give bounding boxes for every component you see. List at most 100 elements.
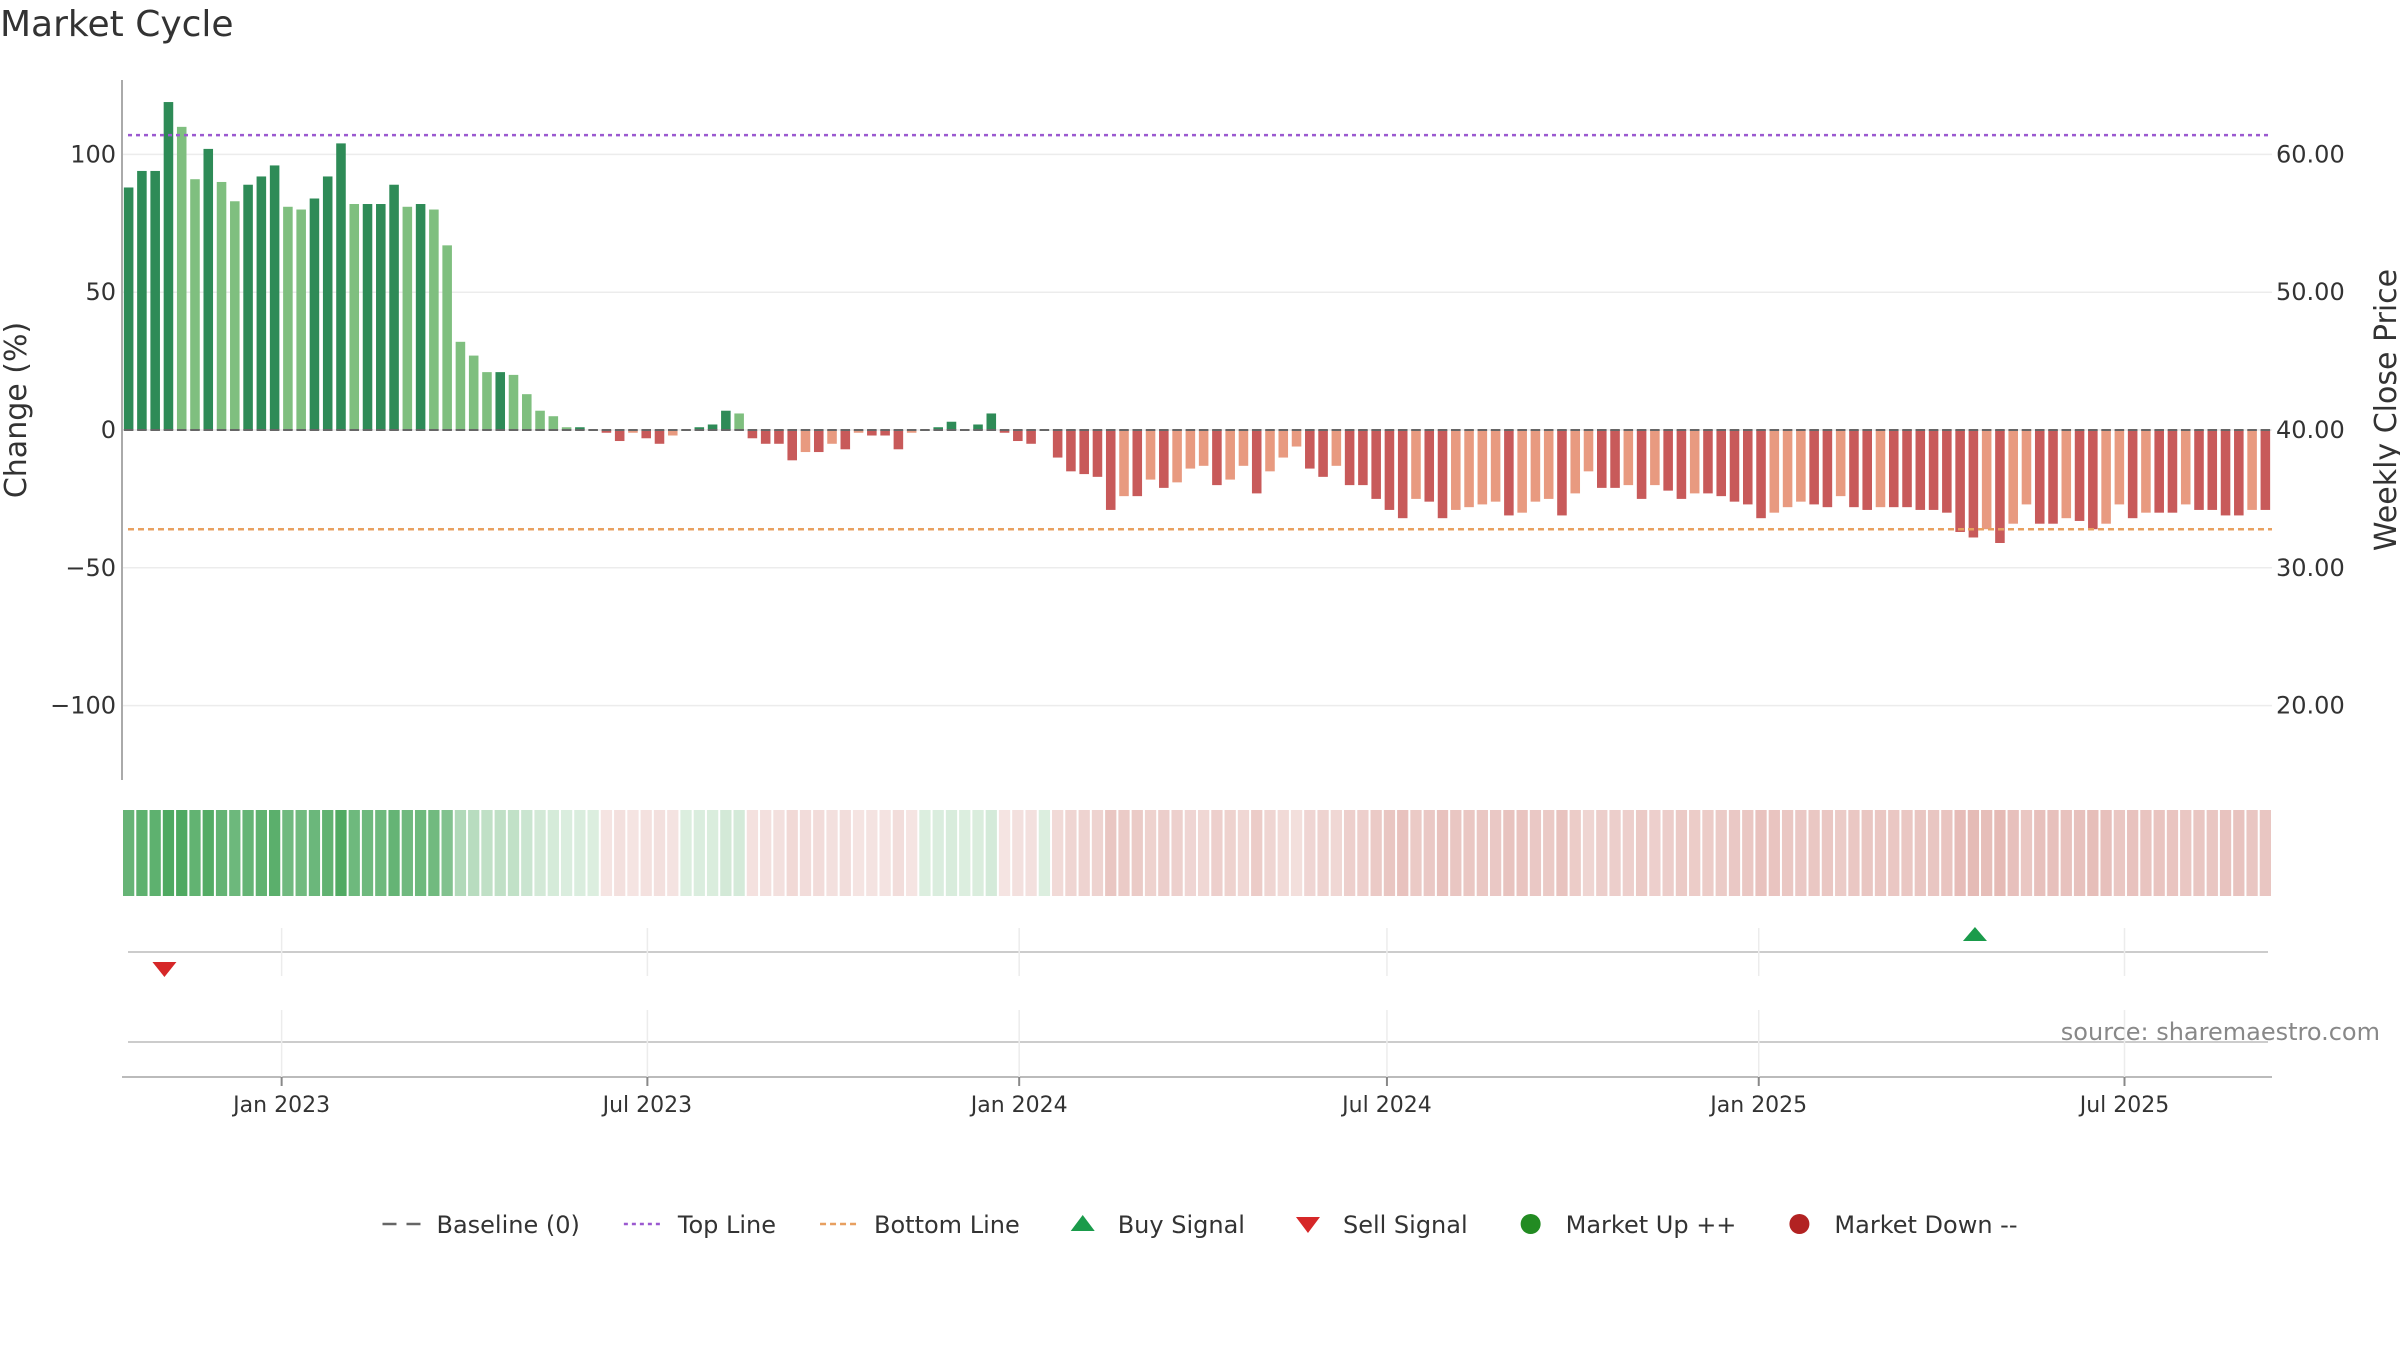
heat-cell [2113, 810, 2126, 896]
heat-cell [640, 810, 652, 896]
bar [1251, 430, 1262, 494]
bar [1809, 430, 1819, 505]
heat-cell [1888, 810, 1900, 896]
heat-cell [2140, 810, 2152, 896]
heat-cell [2034, 810, 2046, 896]
legend-swatch-circle [1789, 1214, 1810, 1234]
bar [1862, 430, 1872, 510]
bar [1437, 430, 1448, 519]
heat-cell [149, 810, 161, 896]
bar [760, 430, 771, 444]
heat-cell [1489, 810, 1502, 896]
bar [415, 204, 426, 430]
heat-cell [1689, 810, 1701, 896]
heat-cell [1290, 810, 1303, 896]
buy-signal-marker [1962, 927, 1987, 941]
heat-cell [215, 810, 228, 896]
heat-cell [268, 810, 281, 896]
bar [1172, 430, 1182, 483]
heat-cell [2127, 810, 2139, 896]
bar [1557, 430, 1567, 516]
bar [1278, 430, 1289, 458]
bar [1079, 430, 1089, 475]
bar [230, 201, 240, 430]
bar [309, 198, 320, 430]
heat-cell [1503, 810, 1515, 896]
heat-cell [2047, 810, 2059, 896]
heat-cell [1609, 810, 1621, 896]
bar [190, 179, 200, 430]
heat-cell [627, 810, 639, 896]
heat-cell [189, 810, 201, 896]
bar [1212, 430, 1222, 486]
grid-lines [122, 153, 2272, 707]
heat-cell [1927, 810, 1940, 896]
bar [906, 430, 917, 433]
y2-tick-label: 20.00 [2276, 692, 2345, 720]
bar [349, 204, 360, 430]
bar [1928, 430, 1939, 510]
bar [1358, 430, 1368, 486]
bar [2154, 430, 2164, 513]
heat-cell [1436, 810, 1449, 896]
heat-cell [441, 810, 453, 896]
bar [1305, 430, 1315, 469]
heat-cell [2259, 810, 2271, 896]
heat-cell [614, 810, 626, 896]
y2-tick-label: 40.00 [2276, 416, 2345, 444]
y-tick-label: −50 [65, 554, 116, 582]
bar [482, 372, 492, 430]
y-tick-label: 0 [101, 416, 116, 444]
heat-cell [2180, 810, 2192, 896]
heat-cell [282, 810, 294, 896]
heat-cell [972, 810, 984, 896]
bar [2114, 430, 2125, 505]
bar [150, 170, 160, 430]
heat-cell [1808, 810, 1820, 896]
bar [1504, 430, 1514, 516]
heat-cell [534, 810, 546, 896]
heat-cell [1012, 810, 1024, 896]
bar [2167, 430, 2178, 513]
heat-cell [2100, 810, 2112, 896]
bar [1119, 430, 1129, 497]
heat-cell [667, 810, 679, 896]
bar [1981, 430, 1992, 530]
heat-cell [746, 810, 759, 896]
bar [1066, 430, 1076, 472]
bar [1490, 430, 1501, 502]
heat-cell [706, 810, 719, 896]
heat-cell [1662, 810, 1674, 896]
bar [1543, 430, 1554, 499]
bar [322, 176, 333, 430]
heat-cell [1476, 810, 1488, 896]
heat-cell [1264, 810, 1276, 896]
bar [1052, 430, 1063, 458]
bar [1835, 430, 1846, 497]
legend-item: Market Down -- [1789, 1211, 2018, 1239]
bar [1583, 430, 1594, 472]
heat-cell [123, 810, 135, 896]
bar [402, 206, 413, 430]
bar [1477, 430, 1488, 505]
bar [1318, 430, 1328, 477]
bar [1968, 430, 1979, 538]
heat-cell [1370, 810, 1382, 896]
heat-cell [1144, 810, 1157, 896]
legend-item: Baseline (0) [382, 1211, 580, 1239]
heat-cell [998, 810, 1011, 896]
bar [1132, 430, 1143, 497]
bar [535, 410, 545, 430]
bar [455, 341, 466, 430]
heat-cell [1768, 810, 1780, 896]
bar [1092, 430, 1103, 477]
bar [1915, 430, 1926, 510]
bar [1451, 430, 1461, 510]
heat-cell [1211, 810, 1223, 896]
heat-cell [414, 810, 427, 896]
bar [429, 209, 439, 430]
signal-panel [128, 927, 2268, 977]
heat-cell [906, 810, 918, 896]
heat-cell [361, 810, 374, 896]
heat-cell [1025, 810, 1037, 896]
